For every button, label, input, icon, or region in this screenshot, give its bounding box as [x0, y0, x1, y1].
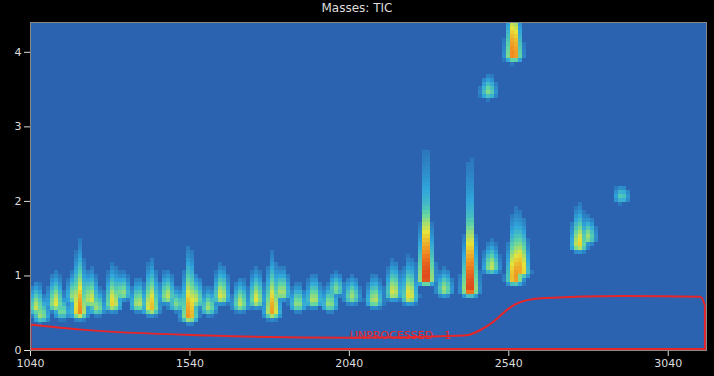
- svg-text:3: 3: [15, 120, 22, 133]
- svg-text:0: 0: [15, 344, 22, 357]
- svg-text:3040: 3040: [654, 357, 682, 370]
- svg-text:4: 4: [15, 46, 22, 59]
- svg-text:UNPROCESSED - 1: UNPROCESSED - 1: [350, 329, 451, 342]
- svg-text:2540: 2540: [495, 357, 523, 370]
- svg-text:1: 1: [15, 269, 22, 282]
- svg-text:1540: 1540: [176, 357, 204, 370]
- svg-text:2: 2: [15, 195, 22, 208]
- svg-text:1040: 1040: [17, 357, 45, 370]
- html-text:Masses: TIC: Masses: TIC: [321, 1, 393, 15]
- svg-text:2040: 2040: [335, 357, 363, 370]
